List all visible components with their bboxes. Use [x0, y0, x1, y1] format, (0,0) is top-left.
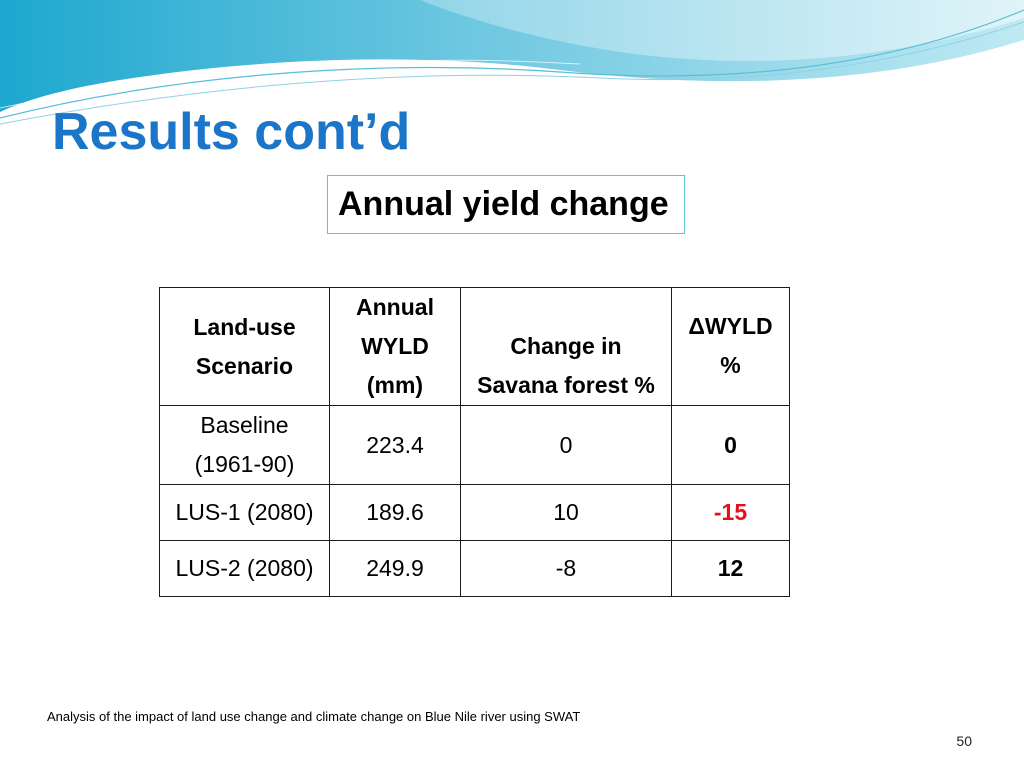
- table-row: LUS-1 (2080) 189.6 10 -15: [159, 484, 790, 541]
- scenario-cell: Baseline (1961-90): [159, 405, 330, 485]
- slide-number: 50: [956, 733, 972, 749]
- table-row: LUS-2 (2080) 249.9 -8 12: [159, 540, 790, 597]
- delta-wyld-cell: 12: [671, 540, 790, 597]
- slide-title: Results cont’d: [52, 103, 411, 161]
- wyld-cell: 249.9: [329, 540, 461, 597]
- table-row: Baseline (1961-90) 223.4 0 0: [159, 405, 790, 485]
- header-land-use-scenario: Land-use Scenario: [159, 287, 330, 406]
- wyld-cell: 189.6: [329, 484, 461, 541]
- forest-change-cell: -8: [460, 540, 672, 597]
- forest-change-cell: 10: [460, 484, 672, 541]
- forest-change-cell: 0: [460, 405, 672, 485]
- header-delta-wyld: ΔWYLD %: [671, 287, 790, 406]
- header-change-savana-forest: Change in Savana forest %: [460, 287, 672, 406]
- wyld-cell: 223.4: [329, 405, 461, 485]
- delta-wyld-cell: 0: [671, 405, 790, 485]
- scenario-cell: LUS-1 (2080): [159, 484, 330, 541]
- header-wave-decoration: [0, 0, 1024, 125]
- table-caption: Annual yield change: [327, 175, 685, 234]
- results-table: Land-use Scenario Annual WYLD (mm) Chang…: [159, 287, 790, 597]
- table-header-row: Land-use Scenario Annual WYLD (mm) Chang…: [159, 287, 790, 406]
- scenario-cell: LUS-2 (2080): [159, 540, 330, 597]
- source-footnote: Analysis of the impact of land use chang…: [47, 709, 581, 724]
- delta-wyld-cell: -15: [671, 484, 790, 541]
- header-annual-wyld: Annual WYLD (mm): [329, 287, 461, 406]
